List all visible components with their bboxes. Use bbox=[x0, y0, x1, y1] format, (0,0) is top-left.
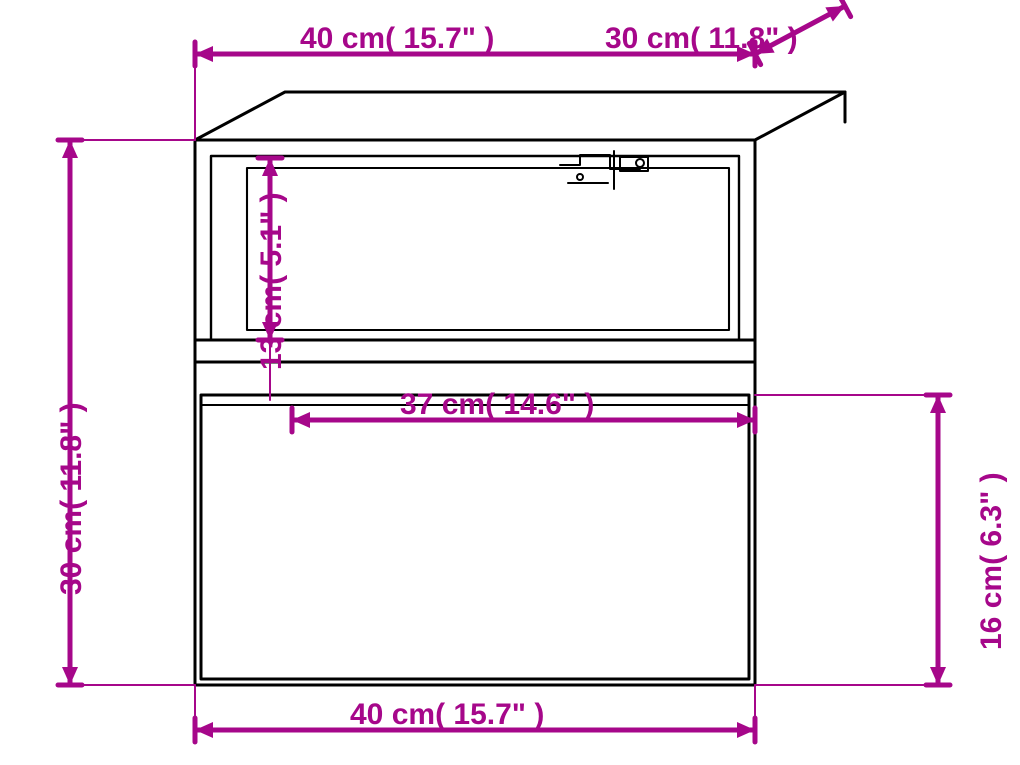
dim-shelf-gap-label: 13 cm( 5.1" ) bbox=[255, 192, 289, 370]
dim-drawer-h-label: 16 cm( 6.3" ) bbox=[975, 472, 1009, 650]
dim-width-top-label: 40 cm( 15.7" ) bbox=[300, 22, 494, 56]
dim-width-bot-label: 40 cm( 15.7" ) bbox=[350, 698, 544, 732]
diagram-stage: 40 cm( 15.7" ) 30 cm( 11.8" ) 30 cm( 11.… bbox=[0, 0, 1020, 765]
dim-depth-top-label: 30 cm( 11.8" ) bbox=[605, 22, 798, 56]
diagram-svg bbox=[0, 0, 1020, 765]
dim-height-left-label: 30 cm( 11.8" ) bbox=[55, 402, 89, 595]
dim-inner-w-label: 37 cm( 14.6" ) bbox=[400, 388, 594, 422]
